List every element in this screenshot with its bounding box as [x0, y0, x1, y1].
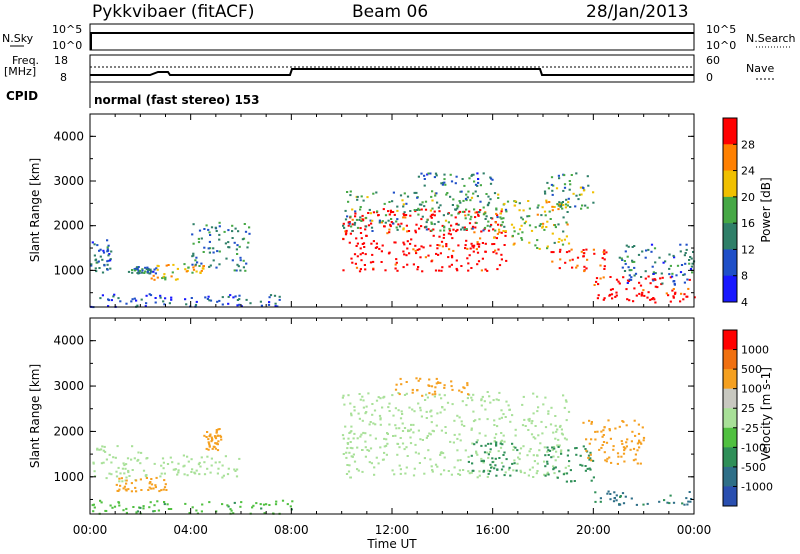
velocity-colorbar-tick-0: 1000 — [741, 344, 769, 357]
freq-tick-top: 18 — [54, 54, 68, 67]
power-colorbar-swatch-0 — [723, 118, 737, 145]
power-scatter — [90, 172, 696, 309]
x-tick-1: 04:00 — [173, 523, 208, 537]
velocity-colorbar-tick-6: -500 — [741, 461, 766, 474]
cpid-value: normal (fast stereo) 153 — [94, 93, 260, 107]
x-tick-5: 20:00 — [576, 523, 611, 537]
velocity-colorbar-tick-5: -100 — [741, 441, 766, 454]
power-colorbar-label: Power [dB] — [759, 177, 773, 242]
power-region-3 — [191, 221, 251, 272]
power-ytick-2: 2000 — [53, 219, 84, 233]
nsky-tick-bottom: 10^0 — [52, 39, 82, 52]
power-colorbar-swatch-2 — [723, 170, 737, 198]
nsky-label: N.Sky — [2, 32, 34, 45]
power-colorbar-tick-0: 28 — [741, 138, 755, 151]
power-region-1 — [127, 266, 158, 275]
velocity-colorbar-swatch-7 — [723, 466, 737, 487]
velocity-region-2 — [115, 476, 168, 493]
velocity-colorbar-swatch-6 — [723, 447, 737, 468]
velocity-colorbar-swatch-1 — [723, 349, 737, 370]
velocity-colorbar-tick-2: 100 — [741, 383, 762, 396]
velocity-colorbar-swatch-5 — [723, 427, 737, 448]
velocity-colorbar-swatch-0 — [723, 330, 737, 351]
freq-panel: Freq. [MHz] 18 8 60 0 Nave — [4, 54, 776, 84]
velocity-colorbar-tick-1: 500 — [741, 363, 762, 376]
velocity-ylabel: Slant Range [km] — [28, 364, 42, 468]
power-colorbar-swatch-1 — [723, 144, 737, 172]
power-colorbar-tick-2: 20 — [741, 191, 755, 204]
velocity-region-1 — [142, 454, 241, 479]
cpid-panel: CPID normal (fast stereo) 153 — [6, 82, 260, 108]
power-colorbar-swatch-3 — [723, 196, 737, 224]
freq-label: Freq. — [12, 54, 39, 67]
power-region-11 — [593, 275, 696, 304]
power-panel: 4000 3000 2000 1000 Slant Range [km] 28 24 20… — [28, 113, 773, 309]
date-title: 28/Jan/2013 — [586, 2, 689, 22]
freq-trace — [90, 68, 694, 76]
velocity-colorbar-tick-7: -1000 — [741, 480, 773, 493]
velocity-region-7 — [467, 441, 519, 477]
power-ytick-3: 1000 — [53, 263, 84, 277]
x-tick-6: 00:00 — [677, 523, 712, 537]
x-tick-0: 00:00 — [73, 523, 108, 537]
x-tick-3: 12:00 — [375, 523, 410, 537]
power-colorbar-tick-6: 4 — [741, 296, 748, 309]
velocity-ytick-3: 1000 — [53, 470, 84, 484]
velocity-ytick-2: 2000 — [53, 424, 84, 438]
velocity-colorbar-swatch-3 — [723, 388, 737, 409]
power-region-0 — [90, 239, 113, 274]
velocity-colorbar: 1000 500 100 25 -25 -100 -500 -1000 — [722, 329, 773, 507]
power-colorbar-swatch-4 — [723, 223, 737, 250]
velocity-colorbar-label: Velocity [m s-1] — [759, 367, 773, 461]
nsearch-tick-bottom: 10^0 — [706, 39, 736, 52]
radar-title: Pykkvibaer (fitACF) — [92, 2, 255, 22]
velocity-colorbar-tick-4: -25 — [741, 422, 759, 435]
nave-tick-top: 60 — [706, 54, 720, 67]
velocity-region-9 — [594, 490, 693, 506]
velocity-ytick-0: 4000 — [53, 334, 84, 348]
velocity-region-3 — [203, 428, 223, 452]
power-colorbar: 28 24 20 16 12 8 4 — [722, 117, 755, 309]
power-ytick-1: 3000 — [53, 174, 84, 188]
velocity-colorbar-swatch-8 — [723, 486, 737, 507]
nsearch-label: N.Search — [746, 32, 796, 45]
velocity-colorbar-swatch-4 — [723, 408, 737, 429]
velocity-region-10 — [582, 419, 646, 465]
freq-tick-bottom: 8 — [60, 71, 67, 84]
power-colorbar-tick-5: 8 — [741, 270, 748, 283]
x-tick-4: 16:00 — [475, 523, 510, 537]
velocity-region-5 — [341, 391, 571, 479]
nave-label: Nave — [746, 62, 774, 75]
power-ylabel: Slant Range [km] — [28, 158, 42, 262]
velocity-colorbar-swatch-2 — [723, 369, 737, 390]
power-region-8 — [493, 199, 571, 250]
nsky-tick-top: 10^5 — [52, 23, 82, 36]
velocity-region-8 — [544, 445, 595, 483]
power-region-10 — [543, 172, 595, 210]
x-axis-label: Time UT — [366, 537, 417, 551]
velocity-region-6 — [394, 377, 470, 397]
nsearch-tick-top: 10^5 — [706, 23, 736, 36]
velocity-scatter — [91, 377, 693, 515]
x-tick-2: 08:00 — [274, 523, 309, 537]
power-colorbar-tick-1: 24 — [741, 165, 755, 178]
power-ytick-0: 4000 — [53, 129, 84, 143]
nsky-panel: N.Sky 10^5 10^0 10^5 10^0 N.Search — [2, 23, 796, 52]
power-region-7 — [417, 172, 494, 187]
power-region-6 — [342, 190, 508, 232]
power-region-9 — [550, 248, 608, 273]
freq-unit: [MHz] — [4, 65, 36, 78]
velocity-colorbar-tick-3: 25 — [741, 402, 755, 415]
power-region-12 — [618, 243, 696, 286]
power-colorbar-tick-4: 12 — [741, 243, 755, 256]
velocity-panel: 4000 3000 2000 1000 00:00 04:00 08:00 12:00 16:… — [28, 317, 773, 551]
cpid-label: CPID — [6, 89, 38, 103]
velocity-ytick-1: 3000 — [53, 379, 84, 393]
power-colorbar-tick-3: 16 — [741, 217, 755, 230]
power-colorbar-swatch-6 — [723, 275, 737, 303]
beam-title: Beam 06 — [352, 2, 429, 22]
power-colorbar-swatch-5 — [723, 249, 737, 277]
nave-tick-bottom: 0 — [706, 71, 713, 84]
